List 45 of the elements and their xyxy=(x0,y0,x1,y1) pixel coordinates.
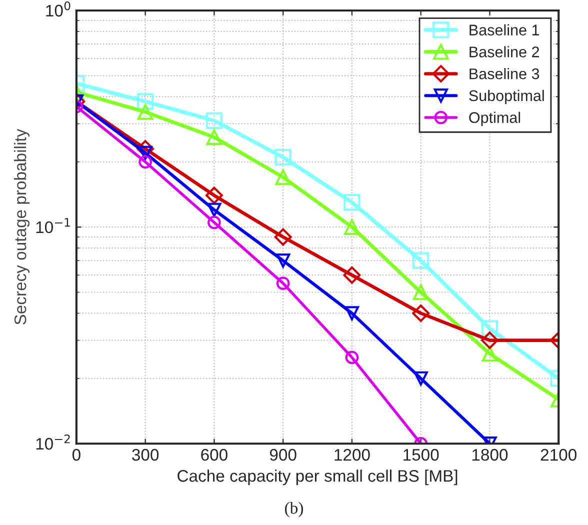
x-tick-label: 1800 xyxy=(472,448,508,461)
x-axis-title: Cache capacity per small cell BS [MB] xyxy=(178,470,458,486)
x-tick-label: 600 xyxy=(201,448,228,461)
point xyxy=(206,129,222,146)
point xyxy=(275,169,291,186)
x-tick-label: 300 xyxy=(132,448,159,461)
text: (b) xyxy=(285,502,303,518)
point xyxy=(276,254,290,268)
x-tick-label: 0 xyxy=(72,448,80,461)
point xyxy=(344,219,360,235)
point xyxy=(344,306,360,320)
point xyxy=(412,252,430,269)
y-tick-label: 10$^{−2}$ xyxy=(36,434,70,450)
point xyxy=(136,140,154,158)
point xyxy=(345,350,359,364)
point xyxy=(343,266,361,284)
point xyxy=(481,332,498,350)
y-axis-title: Secrecy outage probability xyxy=(14,128,30,325)
point xyxy=(208,216,221,230)
y-tick-label: 10$^{0}$ xyxy=(46,1,70,17)
point xyxy=(274,148,292,166)
point xyxy=(344,194,360,211)
x-tick-label: 1200 xyxy=(334,448,370,461)
y-tick-label: 10$^{−1}$ xyxy=(36,218,70,234)
legend-label: Baseline 2 xyxy=(470,46,539,58)
x-tick-label: 900 xyxy=(270,448,296,461)
x-tick-label: 1500 xyxy=(404,448,439,461)
point xyxy=(205,186,223,204)
point xyxy=(206,112,223,129)
point xyxy=(274,228,292,246)
x-tick-label: 2100 xyxy=(540,448,576,461)
point xyxy=(138,155,152,169)
point xyxy=(137,104,154,120)
legend-label: Suboptimal xyxy=(469,90,544,104)
point xyxy=(412,284,429,300)
point xyxy=(412,304,430,322)
point xyxy=(207,202,222,217)
legend-label: Baseline 1 xyxy=(470,24,540,36)
point xyxy=(482,346,498,362)
legend-label: Optimal xyxy=(469,112,520,126)
legend-label: Baseline 3 xyxy=(470,68,540,80)
point xyxy=(276,276,290,290)
point xyxy=(481,320,498,337)
point xyxy=(136,93,154,110)
point xyxy=(414,371,428,386)
